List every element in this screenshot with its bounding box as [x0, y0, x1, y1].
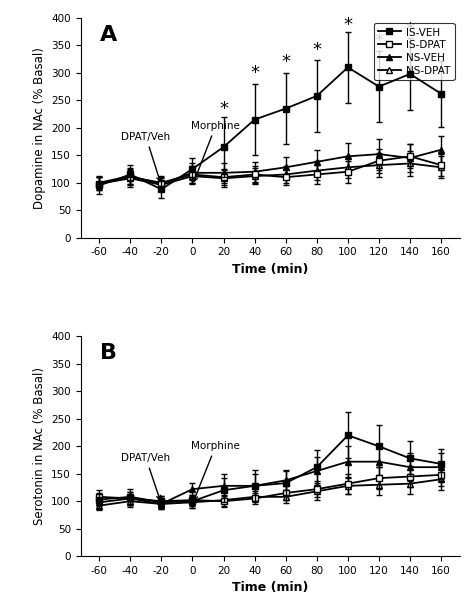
- X-axis label: Time (min): Time (min): [232, 263, 309, 276]
- Text: Morphine: Morphine: [191, 441, 240, 500]
- Text: Morphine: Morphine: [191, 121, 240, 181]
- Text: *: *: [343, 16, 352, 33]
- Y-axis label: Serotonin in NAc (% Basal): Serotonin in NAc (% Basal): [33, 367, 46, 525]
- Text: DPAT/Veh: DPAT/Veh: [121, 132, 171, 181]
- Y-axis label: Dopamine in NAc (% Basal): Dopamine in NAc (% Basal): [33, 47, 46, 209]
- Text: *: *: [374, 32, 383, 50]
- X-axis label: Time (min): Time (min): [232, 581, 309, 594]
- Text: A: A: [100, 25, 117, 44]
- Text: *: *: [219, 99, 228, 118]
- Text: *: *: [281, 53, 290, 71]
- Text: *: *: [250, 64, 259, 82]
- Text: DPAT/Veh: DPAT/Veh: [121, 453, 171, 500]
- Text: *: *: [406, 21, 415, 39]
- Text: B: B: [100, 343, 117, 363]
- Legend: IS-VEH, IS-DPAT, NS-VEH, NS-DPAT: IS-VEH, IS-DPAT, NS-VEH, NS-DPAT: [374, 23, 455, 80]
- Text: *: *: [312, 41, 321, 59]
